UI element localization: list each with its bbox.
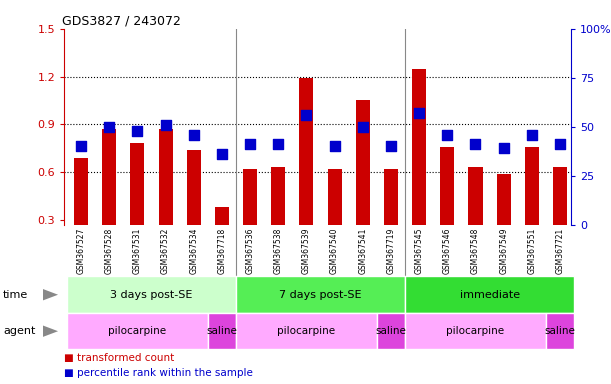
Text: GSM367539: GSM367539 bbox=[302, 227, 311, 274]
Point bbox=[442, 131, 452, 137]
Bar bbox=[546, 313, 574, 349]
Text: immediate: immediate bbox=[459, 290, 519, 300]
Point bbox=[527, 131, 536, 137]
Bar bbox=[327, 169, 342, 268]
Bar bbox=[497, 174, 511, 268]
Bar bbox=[441, 147, 455, 268]
Bar bbox=[243, 169, 257, 268]
Text: GSM367546: GSM367546 bbox=[443, 227, 452, 274]
Polygon shape bbox=[43, 289, 58, 300]
Bar bbox=[158, 129, 173, 268]
Point bbox=[104, 124, 114, 130]
Point bbox=[330, 143, 340, 149]
Bar bbox=[208, 313, 236, 349]
Bar bbox=[187, 150, 201, 268]
Text: saline: saline bbox=[544, 326, 576, 336]
Bar bbox=[67, 276, 236, 313]
Text: pilocarpine: pilocarpine bbox=[277, 326, 335, 336]
Polygon shape bbox=[43, 326, 58, 337]
Text: GSM367540: GSM367540 bbox=[330, 227, 339, 274]
Bar bbox=[67, 313, 208, 349]
Bar bbox=[553, 167, 567, 268]
Point bbox=[358, 124, 368, 130]
Point bbox=[133, 127, 142, 134]
Point bbox=[555, 141, 565, 147]
Text: 3 days post-SE: 3 days post-SE bbox=[111, 290, 192, 300]
Bar bbox=[130, 144, 144, 268]
Point bbox=[414, 110, 424, 116]
Point bbox=[217, 151, 227, 157]
Text: GSM367721: GSM367721 bbox=[555, 227, 565, 274]
Text: GDS3827 / 243072: GDS3827 / 243072 bbox=[62, 15, 180, 28]
Point bbox=[302, 112, 312, 118]
Text: saline: saline bbox=[207, 326, 237, 336]
Text: agent: agent bbox=[3, 326, 35, 336]
Text: GSM367534: GSM367534 bbox=[189, 227, 198, 274]
Bar bbox=[525, 147, 539, 268]
Text: GSM367528: GSM367528 bbox=[104, 227, 114, 274]
Bar bbox=[469, 167, 483, 268]
Text: GSM367531: GSM367531 bbox=[133, 227, 142, 274]
Bar bbox=[356, 101, 370, 268]
Text: pilocarpine: pilocarpine bbox=[108, 326, 166, 336]
Text: time: time bbox=[3, 290, 28, 300]
Bar bbox=[384, 169, 398, 268]
Text: GSM367545: GSM367545 bbox=[415, 227, 423, 274]
Text: GSM367718: GSM367718 bbox=[218, 227, 227, 274]
Text: 7 days post-SE: 7 days post-SE bbox=[279, 290, 362, 300]
Bar bbox=[102, 129, 116, 268]
Point bbox=[386, 143, 396, 149]
Point bbox=[470, 141, 480, 147]
Point bbox=[76, 143, 86, 149]
Point bbox=[189, 131, 199, 137]
Bar bbox=[405, 276, 574, 313]
Text: GSM367536: GSM367536 bbox=[246, 227, 255, 274]
Text: ■ percentile rank within the sample: ■ percentile rank within the sample bbox=[64, 368, 253, 378]
Bar bbox=[271, 167, 285, 268]
Text: GSM367551: GSM367551 bbox=[527, 227, 536, 274]
Text: GSM367548: GSM367548 bbox=[471, 227, 480, 274]
Bar bbox=[215, 207, 229, 268]
Text: GSM367527: GSM367527 bbox=[76, 227, 86, 274]
Bar bbox=[405, 313, 546, 349]
Text: GSM367532: GSM367532 bbox=[161, 227, 170, 274]
Text: GSM367541: GSM367541 bbox=[358, 227, 367, 274]
Bar bbox=[299, 78, 313, 268]
Bar bbox=[377, 313, 405, 349]
Bar bbox=[412, 69, 426, 268]
Bar bbox=[74, 158, 88, 268]
Point bbox=[499, 145, 508, 151]
Text: ■ transformed count: ■ transformed count bbox=[64, 353, 174, 363]
Text: saline: saline bbox=[376, 326, 406, 336]
Text: GSM367549: GSM367549 bbox=[499, 227, 508, 274]
Point bbox=[245, 141, 255, 147]
Text: GSM367538: GSM367538 bbox=[274, 227, 283, 274]
Point bbox=[161, 122, 170, 128]
Text: GSM367719: GSM367719 bbox=[387, 227, 395, 274]
Text: pilocarpine: pilocarpine bbox=[447, 326, 505, 336]
Bar bbox=[236, 313, 377, 349]
Bar bbox=[236, 276, 405, 313]
Point bbox=[273, 141, 283, 147]
